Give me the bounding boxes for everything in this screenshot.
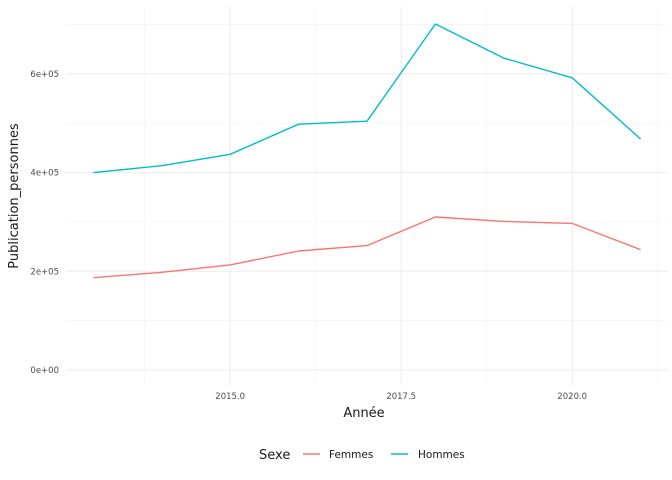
y-axis-title: Publication_personnes [7,123,22,269]
major-gridlines [66,7,668,385]
y-tick-label: 4e+05 [30,169,59,179]
y-axis-tick-labels: 0e+00 2e+05 4e+05 6e+05 [30,70,59,376]
x-tick-label: 2015.0 [215,392,245,402]
y-tick-label: 0e+00 [30,366,59,376]
x-tick-label: 2017.5 [386,392,416,402]
x-axis-tick-labels: 2015.0 2017.5 2020.0 [215,392,587,402]
series-lines [93,23,642,279]
y-tick-label: 2e+05 [30,267,59,277]
y-tick-label: 6e+05 [30,70,59,80]
legend-title: Sexe [259,448,290,463]
legend: Sexe Femmes Hommes [259,448,465,463]
x-axis-title: Année [343,406,384,421]
series-line-femmes [93,216,641,279]
x-tick-label: 2020.0 [557,392,587,402]
minor-gridlines [66,7,668,385]
legend-label-femmes: Femmes [329,449,373,461]
series-line-hommes [93,23,642,174]
legend-label-hommes: Hommes [418,449,465,461]
